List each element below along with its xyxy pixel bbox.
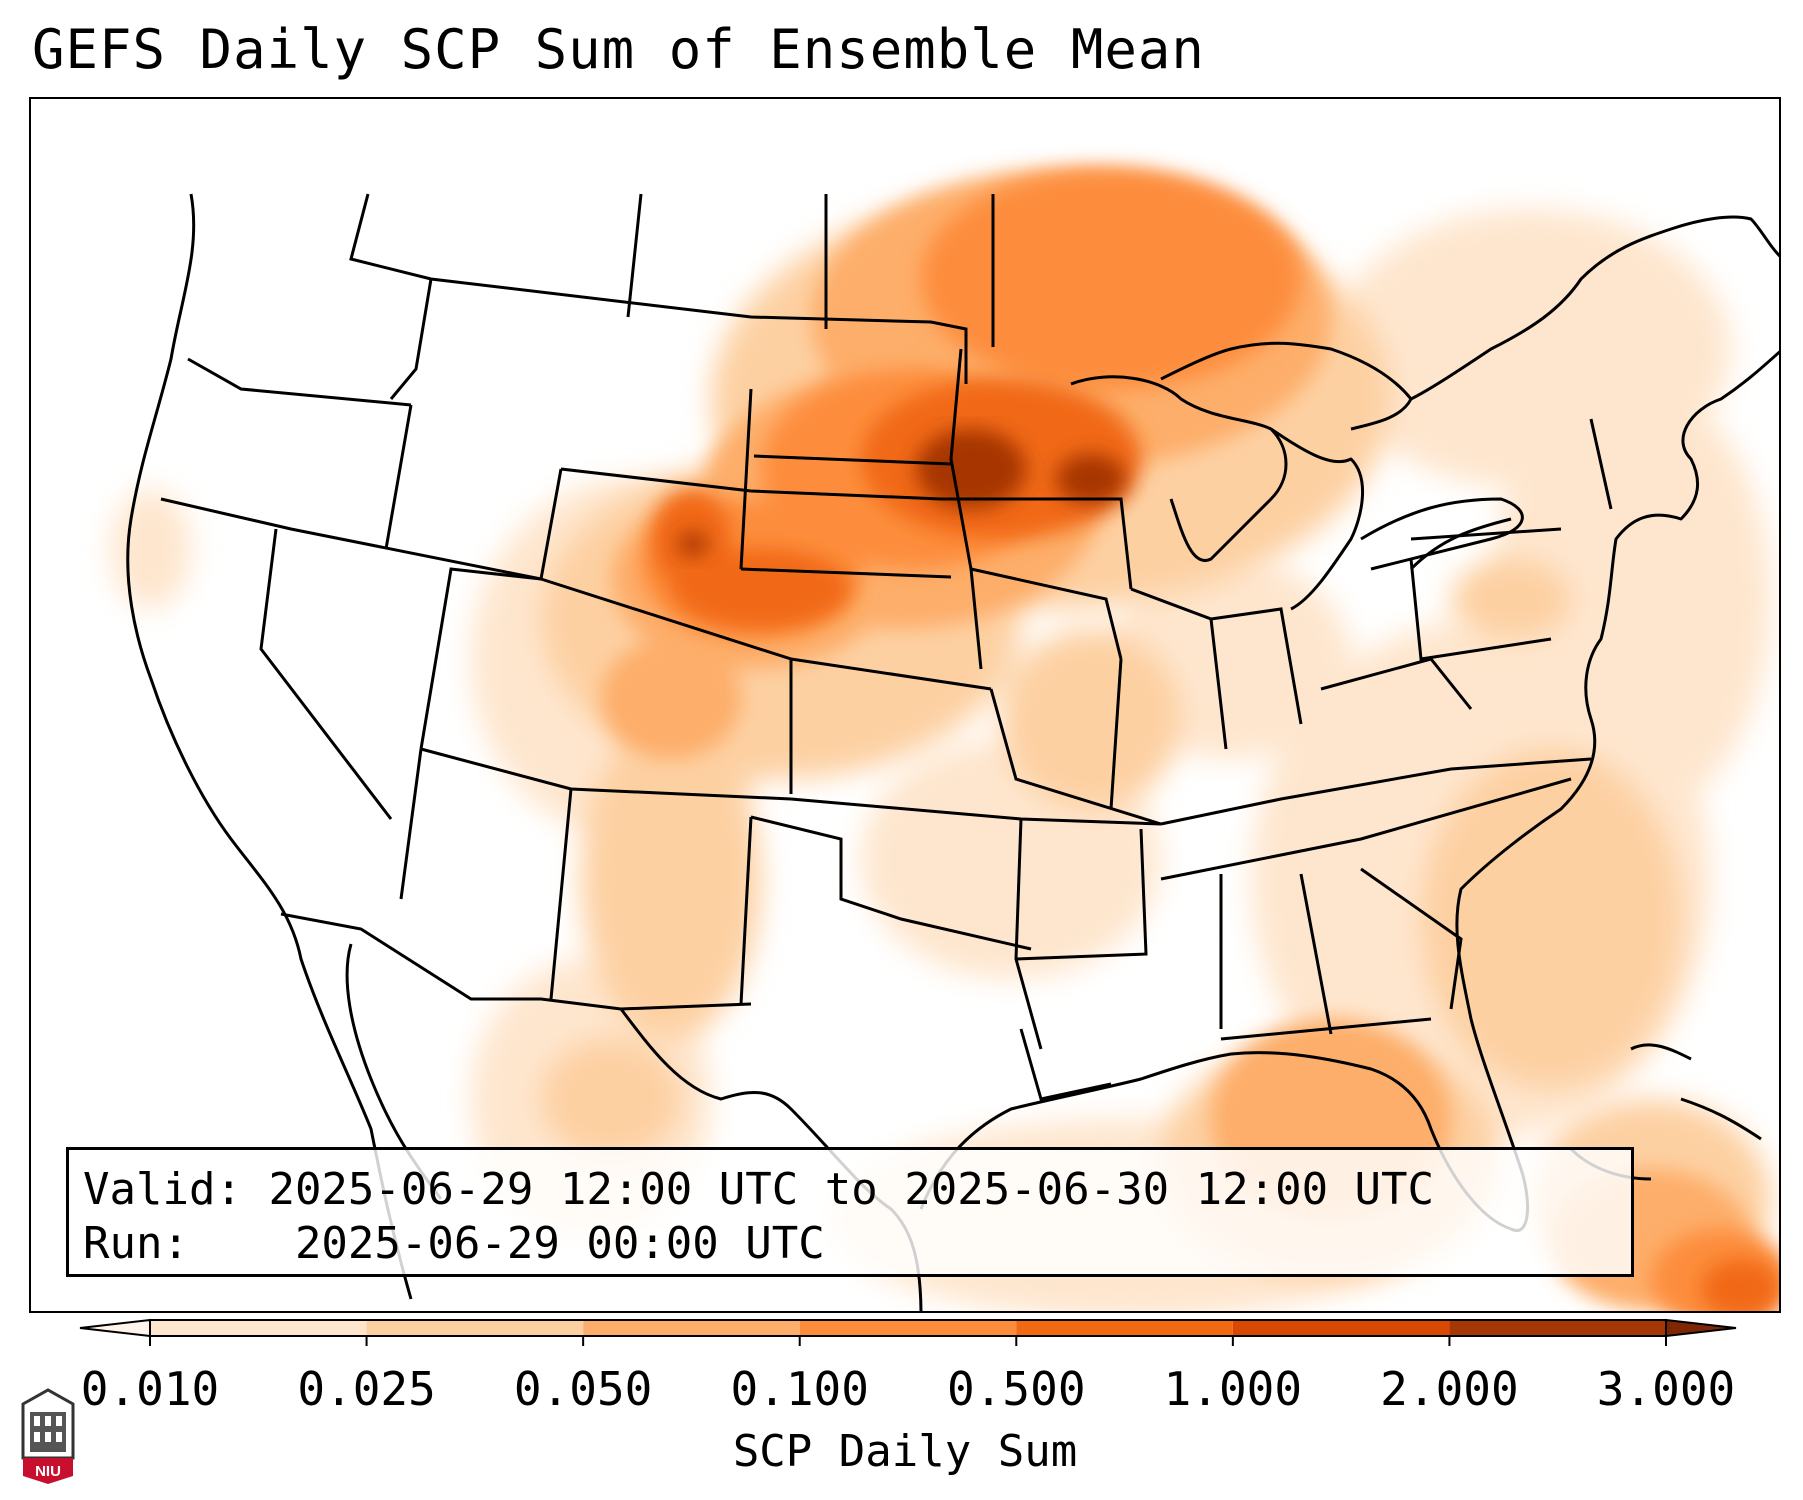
colorbar-tick-label: 0.100: [730, 1362, 869, 1416]
colorbar-tick-label: 0.025: [297, 1362, 436, 1416]
colorbar-segment: [583, 1320, 800, 1336]
run-line: Run: 2025-06-29 00:00 UTC: [83, 1218, 825, 1269]
colorbar-outline: [149, 1319, 1667, 1337]
colorbar-tick-label: 0.500: [947, 1362, 1086, 1416]
colorbar: [79, 1318, 1737, 1346]
colorbar-extend-high: [1665, 1318, 1737, 1338]
valid-label: Valid:: [83, 1164, 242, 1215]
colorbar-tick-label: 1.000: [1163, 1362, 1303, 1416]
scp-map: [111, 169, 1779, 1311]
colorbar-segment: [799, 1320, 1017, 1336]
colorbar-tick-label: 0.050: [513, 1362, 653, 1416]
shading-darkest: [678, 429, 1126, 556]
svg-text:NIU: NIU: [35, 1463, 61, 1480]
colorbar-tick-label: 2.000: [1380, 1362, 1519, 1416]
map-panel: [29, 97, 1781, 1313]
colorbar-label: SCP Daily Sum: [732, 1426, 1078, 1477]
colorbar-segment: [1232, 1320, 1450, 1336]
colorbar-segment: [150, 1320, 367, 1336]
colorbar-segment: [1449, 1320, 1666, 1336]
niu-logo: NIU: [21, 1388, 75, 1484]
state-borders: [160, 193, 1613, 1101]
run-label: Run:: [83, 1218, 189, 1269]
valid-time-box: Valid: 2025-06-29 12:00 UTC to 2025-06-3…: [66, 1147, 1634, 1277]
colorbar-tick-label: 0.010: [80, 1362, 220, 1416]
valid-line: Valid: 2025-06-29 12:00 UTC to 2025-06-3…: [83, 1164, 1434, 1215]
colorbar-segment: [366, 1320, 584, 1336]
colorbar-segment: [1016, 1320, 1233, 1336]
valid-text: 2025-06-29 12:00 UTC to 2025-06-30 12:00…: [268, 1164, 1435, 1215]
run-text: 2025-06-29 00:00 UTC: [294, 1218, 825, 1269]
colorbar-extend-low: [79, 1318, 151, 1338]
map-title: GEFS Daily SCP Sum of Ensemble Mean: [32, 18, 1205, 81]
colorbar-tick-label: 3.000: [1596, 1362, 1736, 1416]
